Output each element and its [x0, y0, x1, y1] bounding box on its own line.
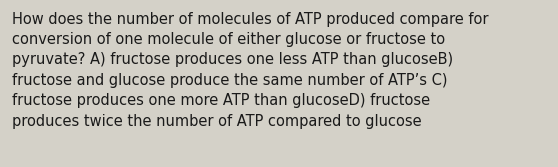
Text: How does the number of molecules of ATP produced compare for
conversion of one m: How does the number of molecules of ATP … [12, 12, 489, 129]
